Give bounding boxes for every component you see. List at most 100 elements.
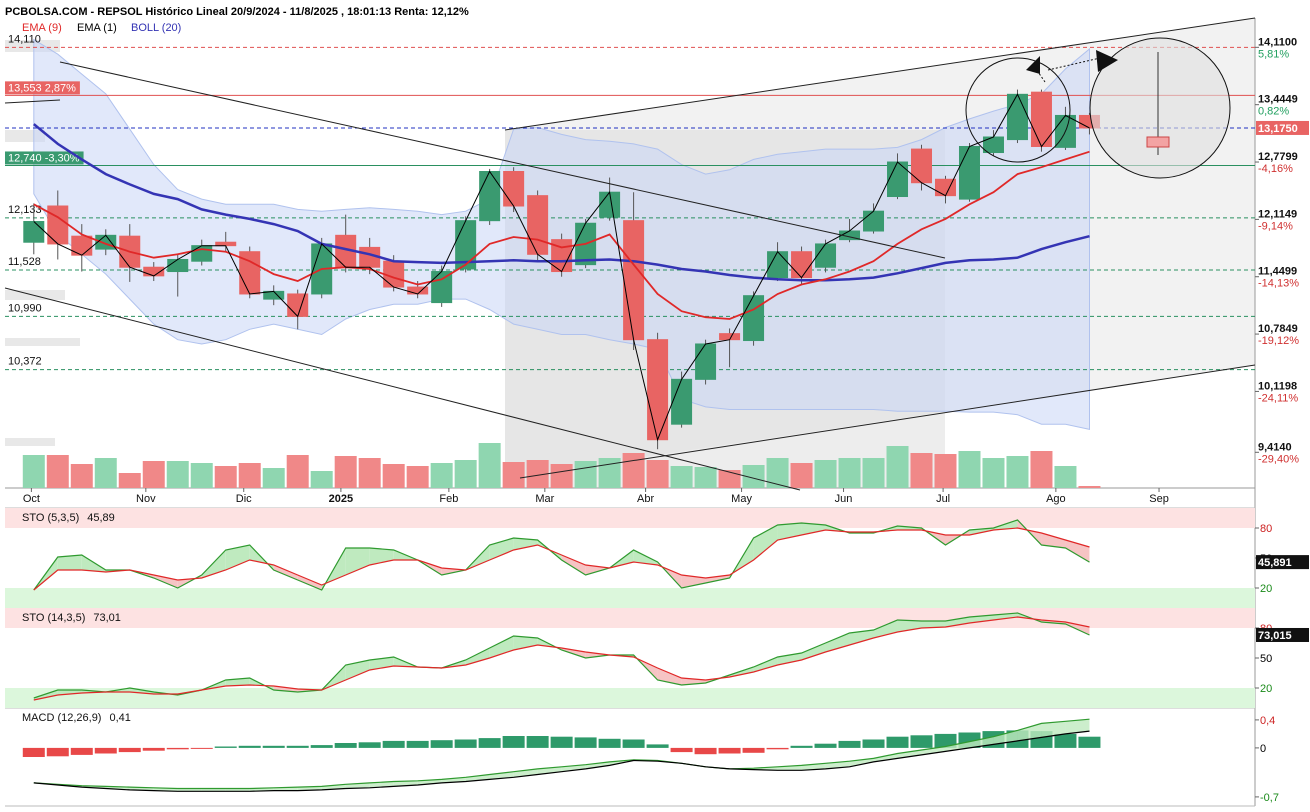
- histogram-bar: [694, 747, 717, 755]
- zoom-circle: [1089, 37, 1231, 179]
- x-tick-label: Nov: [136, 493, 156, 505]
- highlight-circle: [965, 57, 1071, 163]
- y-tick-label: -0,7: [1260, 792, 1279, 804]
- y-tick-label: 20: [1260, 683, 1272, 695]
- volume-bar: [214, 466, 237, 488]
- fill-between: [513, 538, 538, 550]
- y-tick-label: 10,7849: [1258, 323, 1298, 335]
- fill-between: [57, 555, 82, 570]
- candle-body: [431, 271, 453, 304]
- trend-line: [519, 364, 1256, 479]
- y-tick-change: -9,14%: [1258, 220, 1293, 232]
- macd-line: [33, 718, 1090, 790]
- fill-between: [585, 761, 610, 769]
- histogram-bar: [718, 747, 741, 754]
- histogram-bar: [454, 739, 477, 748]
- volume-bar: [958, 451, 981, 488]
- fill-between: [561, 555, 586, 575]
- volume-bar: [934, 454, 957, 488]
- histogram-bar: [214, 746, 237, 748]
- y-tick-label: 0: [1260, 743, 1266, 755]
- volume-bar: [46, 455, 69, 488]
- y-tick-label: 13,4449: [1258, 94, 1298, 106]
- candle-body: [863, 210, 885, 232]
- fill-between: [945, 741, 970, 752]
- level-label: 12,740 -3,30%: [8, 152, 80, 164]
- y-tick-label: 12,1149: [1258, 208, 1297, 220]
- candle-body: [47, 205, 69, 245]
- volume-bar: [790, 463, 813, 488]
- histogram-bar: [1078, 736, 1101, 748]
- histogram-bar: [526, 736, 549, 748]
- volume-bar: [862, 458, 885, 488]
- candle-body: [671, 378, 693, 425]
- trend-line: [4, 99, 61, 104]
- volume-bar: [454, 460, 477, 488]
- x-tick-label: Feb: [439, 493, 458, 505]
- fill-between: [993, 730, 1018, 745]
- histogram-bar: [406, 740, 429, 748]
- volume-bar: [982, 458, 1005, 488]
- histogram-bar: [670, 747, 693, 753]
- candle-body: [479, 171, 501, 222]
- trend-line: [4, 287, 801, 491]
- fill-between: [1041, 721, 1066, 738]
- oscillator-line: [33, 616, 1090, 701]
- candle-body: [695, 343, 717, 380]
- fill-between: [177, 788, 202, 792]
- volume-bar: [190, 463, 213, 488]
- volume-bar: [694, 467, 717, 488]
- volume-bar: [1054, 466, 1077, 488]
- volume-bar: [166, 461, 189, 488]
- volume-bar: [622, 453, 645, 488]
- fill-between: [465, 648, 490, 665]
- zoom-candle: [1146, 136, 1170, 148]
- histogram-bar: [70, 747, 93, 755]
- volume-bar: [766, 458, 789, 488]
- y-tick-label: 9,4140: [1258, 441, 1292, 453]
- fill-between: [1065, 719, 1090, 734]
- histogram-bar: [358, 742, 381, 748]
- fill-between: [801, 643, 826, 660]
- x-tick-label: Ago: [1046, 493, 1066, 505]
- histogram-bar: [790, 745, 813, 748]
- fill-between: [873, 753, 898, 762]
- last-value-label: 73,015: [1258, 630, 1292, 642]
- volume-bar: [262, 468, 285, 488]
- y-tick-change: 0,82%: [1258, 106, 1289, 118]
- last-value-box: [1256, 627, 1309, 642]
- candle-body: [287, 293, 309, 317]
- volume-bar: [310, 471, 333, 488]
- y-tick-label: 0,4: [1260, 715, 1275, 727]
- fill-between: [225, 788, 250, 792]
- volume-bar: [238, 463, 261, 488]
- arrow-line: [1047, 57, 1101, 71]
- oscillator-line: [33, 612, 1090, 699]
- candle-body: [191, 245, 213, 262]
- level-label: 12,133: [8, 204, 42, 216]
- histogram-bar: [22, 747, 45, 757]
- volume-bar: [670, 466, 693, 488]
- histogram-bar: [886, 736, 909, 748]
- volume-bar: [406, 466, 429, 488]
- y-tick-change: -14,13%: [1258, 278, 1299, 290]
- histogram-bar: [742, 747, 765, 753]
- volume-bar: [550, 464, 573, 488]
- fill-between: [849, 630, 874, 645]
- y-tick-label: 10,1198: [1258, 380, 1297, 392]
- last-value-label: 45,891: [1258, 557, 1292, 569]
- volume-bar: [334, 456, 357, 488]
- candle-body: [623, 220, 645, 341]
- histogram-bar: [190, 747, 213, 749]
- panel-title: MACD (12,26,9): [22, 712, 101, 724]
- histogram-bar: [166, 747, 189, 750]
- volume-bar: [1078, 486, 1101, 488]
- trend-line: [504, 17, 1256, 131]
- x-tick-label: Dic: [236, 493, 252, 505]
- y-tick-change: -19,12%: [1258, 335, 1299, 347]
- histogram-bar: [430, 740, 453, 748]
- candle-body: [527, 195, 549, 255]
- volume-bar: [286, 455, 309, 488]
- volume-bar: [838, 458, 861, 488]
- oscillator-line: [33, 527, 1090, 591]
